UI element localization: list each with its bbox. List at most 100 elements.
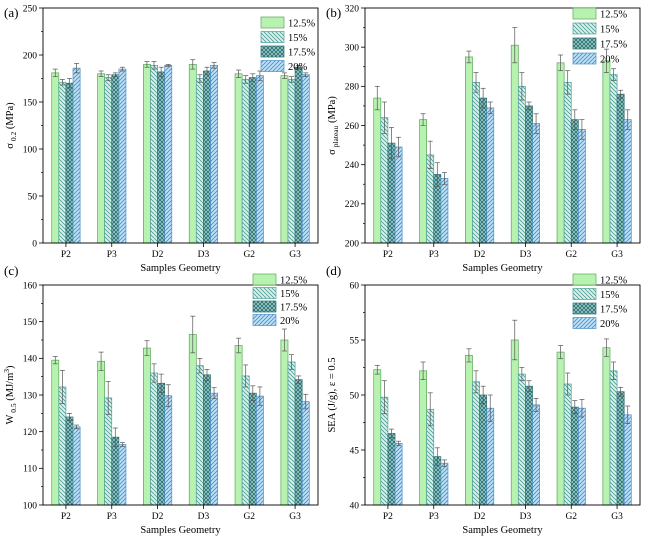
y-tick-label: 110	[23, 465, 37, 475]
error-bar	[512, 319, 518, 361]
bar-g3-series-4	[301, 401, 310, 506]
error-bar	[296, 375, 302, 384]
bar-g2-series-2	[563, 82, 572, 244]
legend-swatch-2	[252, 287, 277, 299]
bar-p3-series-2	[104, 77, 113, 244]
x-tick-label-p2: P2	[383, 512, 393, 522]
error-bar	[487, 101, 493, 115]
error-bar	[618, 386, 624, 397]
error-bar	[52, 68, 58, 77]
error-bar	[533, 113, 539, 134]
error-bar	[52, 356, 58, 365]
error-bar	[558, 345, 564, 360]
bar-d3-series-1	[188, 64, 197, 244]
bar-g3-series-3	[294, 66, 303, 244]
x-tick-label-d2: D2	[152, 250, 164, 260]
bar-d3-series-3	[203, 70, 211, 244]
bar-g3-series-1	[602, 60, 611, 244]
bar-d3-series-4	[532, 404, 540, 506]
bar-p2-series-3	[387, 433, 396, 506]
error-bar	[420, 113, 426, 126]
x-tick-label-p3: P3	[107, 512, 117, 522]
error-bar	[158, 66, 164, 77]
legend-swatch-2	[572, 22, 597, 35]
error-bar	[211, 387, 217, 400]
bar-d3-series-4	[210, 64, 218, 244]
bar-d2-series-4	[164, 395, 173, 506]
legend-label-3: 17.5%	[600, 40, 627, 51]
panel-letter: (d)	[326, 263, 341, 278]
error-bar	[236, 337, 242, 354]
error-bar	[250, 385, 256, 401]
y-tick-label: 130	[23, 391, 38, 401]
x-tick-label-g2: G2	[565, 250, 577, 260]
bar-g2-series-3	[248, 77, 257, 244]
error-bar	[466, 50, 472, 64]
bar-p3-series-4	[118, 444, 127, 506]
error-bar	[579, 399, 585, 418]
x-tick-label-g3: G3	[611, 512, 623, 522]
error-bar	[396, 136, 402, 158]
bar-p2-series-1	[373, 97, 382, 244]
error-bar	[151, 363, 157, 383]
bar-d2-series-4	[486, 407, 495, 506]
y-tick-label: 140	[23, 355, 38, 365]
bar-g3-series-2	[609, 74, 618, 244]
chart-panel-2: (b) 200 220 240 260 280 300 320 P2 P3 D2 D3 G2 G3 Samp…	[326, 4, 641, 274]
x-axis-title: Samples Geometry	[462, 263, 543, 274]
bar-p3-series-4	[440, 178, 449, 244]
bar-g3-series-1	[280, 75, 289, 244]
error-bar	[59, 370, 65, 404]
error-bar	[197, 357, 203, 374]
legend-label-4: 20%	[288, 62, 308, 73]
bar-d2-series-4	[164, 64, 173, 244]
legend-label-2: 15%	[600, 25, 620, 36]
bar-d2-series-1	[143, 64, 151, 244]
error-bar	[66, 78, 72, 89]
x-tick-label-p2: P2	[61, 512, 71, 522]
legend-swatch-1	[252, 273, 277, 286]
bar-p2-series-1	[51, 359, 60, 506]
error-bar	[105, 74, 111, 81]
error-bar	[618, 89, 624, 99]
error-bar	[603, 48, 609, 73]
legend-label-2: 15%	[288, 33, 308, 44]
y-tick-label: 320	[345, 4, 360, 14]
error-bar	[519, 72, 525, 101]
y-tick-label: 280	[345, 83, 360, 93]
error-bar	[190, 59, 196, 70]
x-tick-label-g2: G2	[243, 512, 255, 522]
bar-g3-series-2	[609, 370, 618, 506]
bar-p3-series-3	[111, 74, 120, 244]
legend: 12.5% 15% 17.5% 20%	[572, 7, 627, 66]
x-tick-label-d3: D3	[198, 512, 210, 522]
error-bar	[190, 315, 196, 354]
error-bar	[211, 62, 217, 69]
error-bar	[112, 427, 118, 447]
error-bar	[441, 459, 447, 467]
bar-g2-series-3	[570, 406, 579, 506]
error-bar	[487, 394, 493, 422]
plot-frame	[364, 7, 641, 244]
error-bar	[434, 162, 440, 187]
bar-d3-series-3	[525, 105, 533, 244]
error-bar	[112, 72, 118, 77]
error-bar	[388, 127, 394, 160]
bar-g3-series-1	[602, 347, 611, 506]
error-bar	[289, 76, 295, 83]
bar-p2-series-2	[58, 81, 67, 244]
error-bar	[579, 119, 585, 140]
bar-g3-series-3	[616, 93, 625, 244]
error-bar	[204, 368, 210, 381]
y-tick-label: 250	[23, 4, 38, 14]
legend-swatch-4	[572, 317, 597, 329]
bar-d3-series-1	[188, 334, 197, 506]
y-axis-title: SEA (J/g), ε = 0.5	[327, 357, 338, 432]
error-bar	[480, 87, 486, 109]
bar-d2-series-2	[472, 381, 480, 506]
y-axis-title: σ plateau (MPa)	[327, 96, 340, 155]
legend-label-1: 12.5%	[288, 19, 315, 30]
error-bar	[396, 440, 402, 446]
legend-label-3: 17.5%	[288, 48, 315, 59]
